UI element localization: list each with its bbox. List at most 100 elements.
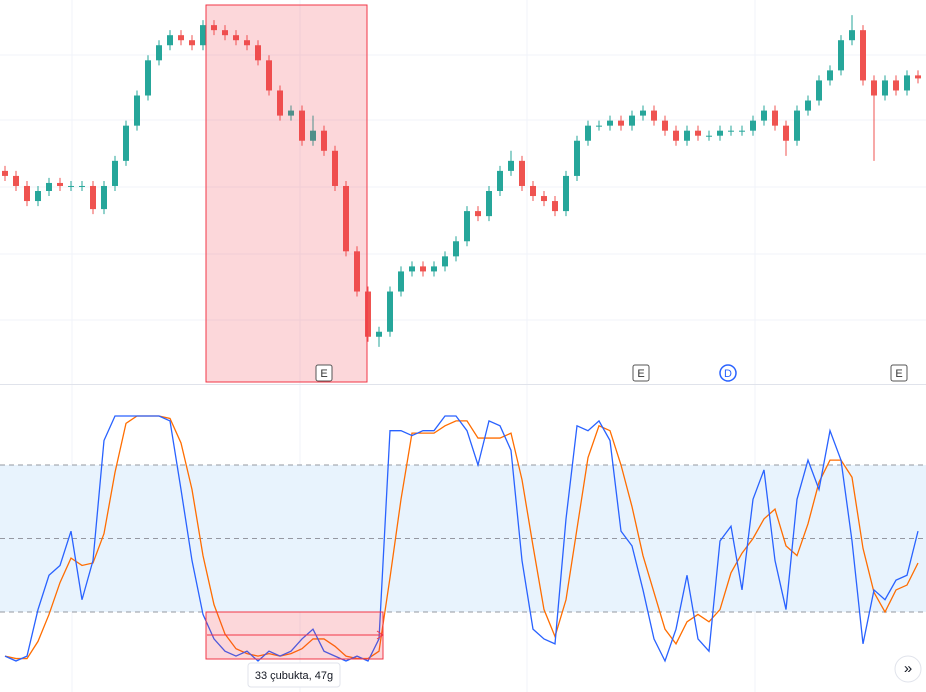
- candle-body: [343, 185, 349, 252]
- candle-body: [882, 80, 888, 96]
- candle-body: [35, 191, 41, 202]
- scroll-button-label: »: [904, 660, 912, 677]
- candle-body: [596, 125, 602, 127]
- candle-body: [585, 125, 591, 141]
- candle-body: [442, 256, 448, 267]
- marker-label: D: [724, 368, 732, 380]
- candle-body: [684, 130, 690, 141]
- candle-body: [662, 120, 668, 131]
- candle-body: [640, 110, 646, 116]
- candle-body: [508, 160, 514, 171]
- highlight-range: [205, 4, 368, 383]
- dividend-marker[interactable]: [719, 364, 737, 382]
- candle-body: [332, 150, 338, 186]
- candle-body: [541, 196, 547, 202]
- candle-body: [783, 125, 789, 141]
- candle-body: [706, 135, 712, 137]
- candle-body: [453, 241, 459, 257]
- scroll-button[interactable]: [894, 655, 922, 683]
- candle-body: [871, 80, 877, 96]
- candle-body: [57, 182, 63, 186]
- candle-body: [24, 185, 30, 202]
- candle-body: [233, 35, 239, 41]
- candle-body: [354, 251, 360, 292]
- candle-body: [486, 191, 492, 217]
- candle-body: [431, 266, 437, 272]
- candle-body: [299, 110, 305, 141]
- candle-body: [244, 40, 250, 46]
- marker-label: E: [320, 368, 327, 380]
- candle-body: [46, 182, 52, 191]
- candle-body: [68, 185, 74, 187]
- candle-body: [563, 175, 569, 212]
- candle-body: [310, 130, 316, 141]
- candle-body: [651, 110, 657, 121]
- event-markers: E E D E: [315, 364, 908, 382]
- candle-body: [2, 170, 8, 176]
- candle-body: [849, 30, 855, 41]
- candle-body: [321, 130, 327, 151]
- candle-body: [838, 40, 844, 71]
- candle-body: [794, 110, 800, 141]
- candle-body: [629, 115, 635, 126]
- candle-body: [607, 120, 613, 126]
- candle-body: [200, 25, 206, 46]
- candle-body: [387, 291, 393, 332]
- price-pane: [2, 15, 921, 347]
- candle-body: [266, 60, 272, 91]
- candle-body: [420, 266, 426, 272]
- candle-body: [79, 185, 85, 187]
- candle-body: [277, 90, 283, 116]
- candle-body: [904, 75, 910, 91]
- candle-body: [673, 130, 679, 141]
- candle-body: [101, 185, 107, 210]
- candle-body: [893, 80, 899, 91]
- candle-body: [398, 271, 404, 292]
- candle-body: [728, 130, 734, 132]
- candle-body: [222, 30, 228, 36]
- candle-body: [618, 120, 624, 126]
- candle-body: [123, 125, 129, 161]
- oscillator-line: [4, 415, 919, 663]
- earnings-marker[interactable]: [890, 364, 908, 382]
- candle-body: [805, 100, 811, 111]
- candle-body: [717, 130, 723, 136]
- candle-body: [189, 40, 195, 46]
- measure-tooltip: [247, 662, 341, 688]
- candle-body: [519, 160, 525, 186]
- candle-body: [90, 185, 96, 210]
- earnings-marker[interactable]: [315, 364, 333, 382]
- candle-body: [178, 35, 184, 41]
- candle-body: [365, 291, 371, 337]
- measure-arrowhead: [376, 630, 384, 640]
- candle-body: [464, 211, 470, 242]
- candle-body: [750, 120, 756, 131]
- measure-label: 33 çubukta, 47g: [255, 670, 333, 682]
- candle-body: [497, 170, 503, 191]
- candle-body: [134, 95, 140, 126]
- candle-body: [695, 130, 701, 136]
- candle-body: [816, 80, 822, 101]
- oscillator-pane: [0, 415, 926, 663]
- candle-body: [288, 110, 294, 116]
- candle-body: [145, 60, 151, 96]
- candle-body: [860, 30, 866, 81]
- earnings-marker[interactable]: [632, 364, 650, 382]
- candle-body: [376, 331, 382, 337]
- candle-body: [409, 266, 415, 272]
- candle-body: [167, 35, 173, 46]
- candle-body: [915, 75, 921, 79]
- candle-body: [827, 70, 833, 81]
- marker-label: E: [895, 368, 902, 380]
- candle-body: [739, 130, 745, 132]
- candle-body: [552, 201, 558, 212]
- marker-label: E: [637, 368, 644, 380]
- candle-body: [530, 185, 536, 197]
- candle-body: [211, 25, 217, 31]
- candle-body: [112, 160, 118, 186]
- candle-body: [574, 140, 580, 176]
- candle-body: [156, 45, 162, 61]
- candle-body: [772, 110, 778, 126]
